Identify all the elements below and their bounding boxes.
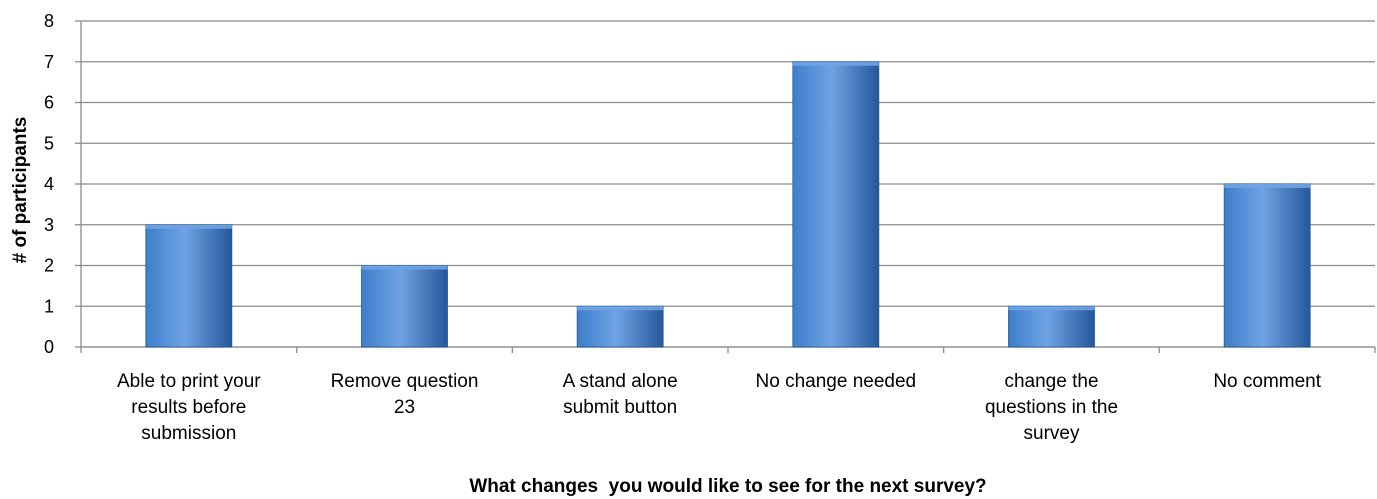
x-axis-title: What changes you would like to see for t… [469, 476, 986, 497]
axes [80, 21, 1376, 353]
x-category-labels: Able to print your results before submissi… [117, 371, 1322, 444]
bar-rect [1008, 305, 1095, 348]
bar-top-highlight [577, 306, 664, 311]
y-tick-label: 2 [44, 256, 54, 276]
bar-rect [576, 305, 664, 348]
bar-rect [792, 61, 880, 348]
bar [145, 224, 233, 348]
bar [1008, 305, 1095, 348]
x-category-label-line: Remove question [331, 371, 479, 392]
bar-top-highlight [792, 61, 879, 66]
x-category-label: A stand alone submit button [563, 371, 678, 418]
bar [576, 305, 664, 348]
y-tick-label: 6 [44, 93, 54, 113]
bar-rect [145, 224, 233, 348]
y-tick-label: 5 [44, 133, 54, 153]
x-category-label-line: No change needed [756, 371, 917, 392]
y-tick-label: 0 [44, 337, 54, 357]
grid-lines [75, 20, 1375, 348]
x-category-label-line: survey [1024, 423, 1080, 444]
bar [792, 61, 880, 348]
x-category-label-line: submission [141, 423, 236, 444]
x-category-label-line: results before [131, 397, 246, 418]
x-category-label-line: submit button [563, 397, 677, 418]
x-category-label-line: A stand alone [563, 371, 678, 392]
x-category-label: change the questions in the survey [985, 371, 1118, 444]
bar [361, 265, 448, 348]
bar-rect [361, 265, 448, 348]
x-category-label-line: 23 [394, 397, 415, 418]
x-category-label-line: questions in the [985, 397, 1118, 418]
x-category-label-line: change the [1004, 371, 1098, 392]
bar-top-highlight [361, 265, 448, 270]
x-category-label-line: Able to print your [117, 371, 261, 392]
y-tick-label: 1 [44, 296, 54, 316]
bar-top-highlight [1008, 306, 1095, 311]
y-tick-labels: 0 1 2 3 4 5 6 7 8 [44, 11, 54, 357]
y-tick-label: 8 [44, 11, 54, 31]
x-category-label: No change needed [756, 371, 917, 392]
bar-rect [1223, 183, 1311, 348]
bars [145, 61, 1311, 348]
bar-top-highlight [145, 224, 232, 229]
y-tick-label: 7 [44, 52, 54, 72]
x-category-label: No comment [1213, 371, 1321, 392]
y-tick-label: 4 [44, 174, 54, 194]
bar [1223, 183, 1311, 348]
bar-top-highlight [1224, 184, 1311, 188]
y-axis-title: # of participants [10, 117, 31, 264]
y-tick-label: 3 [44, 215, 54, 235]
x-category-label: Remove question 23 [331, 371, 479, 418]
x-category-label: Able to print your results before submissi… [117, 371, 261, 444]
x-category-label-line: No comment [1213, 371, 1321, 392]
